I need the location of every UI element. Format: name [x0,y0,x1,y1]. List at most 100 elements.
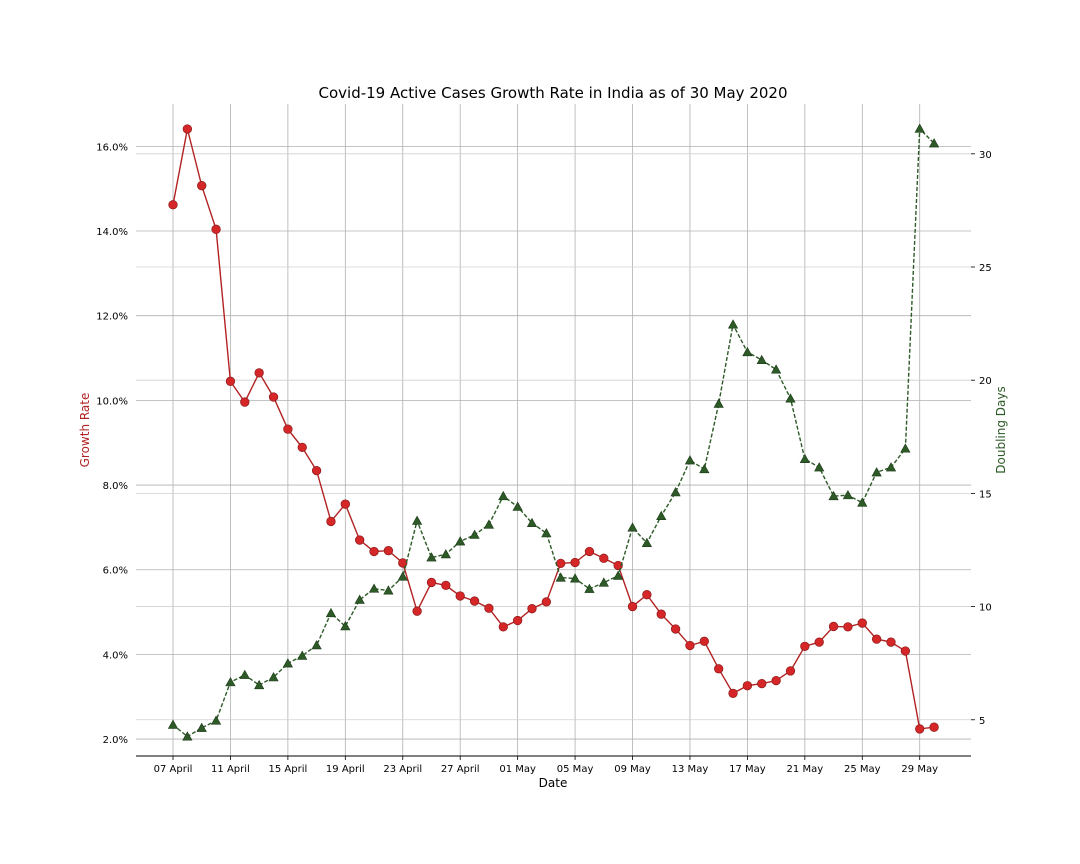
growth-rate-point [871,634,882,644]
doubling-days-point [498,490,509,501]
y-right-tick-label: 5 [979,716,985,727]
doubling-days-point [239,669,250,679]
doubling-days-point [182,731,193,741]
doubling-days-point [828,490,839,501]
doubling-days-point [771,364,782,374]
doubling-days-point [483,519,495,529]
growth-rate-point [369,546,379,557]
doubling-days-point [814,462,825,472]
y-left-tick-label: 2.0% [103,735,128,746]
growth-rate-point [211,224,221,234]
growth-rate-point [426,577,437,588]
growth-rate-point [656,609,666,619]
y-left-tick-label: 4.0% [103,650,128,661]
doubling-days-point [210,715,222,725]
doubling-days-point [426,552,437,562]
x-tick-label: 23 April [383,764,422,775]
growth-rate-point [383,546,394,556]
doubling-days-point [311,640,322,650]
x-tick-label: 11 April [211,764,250,775]
x-tick-label: 25 May [844,764,881,775]
doubling-days-point [914,123,925,133]
x-tick-label: 17 May [729,764,766,775]
growth-rate-point [584,546,595,557]
doubling-days-point [885,462,897,472]
doubling-days-point [857,497,868,507]
doubling-days-point [598,577,609,587]
growth-rate-point [929,722,939,732]
growth-rate-point [484,603,494,613]
growth-rate-point [254,368,264,378]
y-right-tick-label: 20 [979,376,992,387]
growth-rate-point [197,181,207,191]
growth-rate-point [355,535,365,545]
growth-rate-point [857,618,867,628]
doubling-days-point [900,443,911,453]
growth-rate-point [498,622,508,632]
x-tick-label: 13 May [672,764,709,775]
doubling-days-point [340,621,351,631]
growth-rate-point [828,621,839,632]
x-tick-label: 15 April [268,764,307,775]
growth-rate-point [843,622,853,632]
growth-rate-point [412,606,422,616]
growth-rate-point [742,681,753,691]
y-left-tick-label: 10.0% [96,396,128,407]
chart-title: Covid-19 Active Cases Growth Rate in Ind… [319,84,788,102]
doubling-days-point [842,489,854,500]
growth-rate-point [469,596,480,606]
doubling-days-point [368,583,380,593]
doubling-days-point [397,571,408,581]
growth-rate-point [599,553,609,563]
y-left-tick-label: 12.0% [96,312,128,323]
x-tick-label: 19 April [326,764,365,775]
growth-rate-point [570,557,580,568]
y-left-tick-label: 14.0% [96,227,128,238]
doubling-days-point [354,594,365,604]
y-left-tick-label: 6.0% [103,566,128,577]
x-tick-label: 01 May [499,764,536,775]
growth-rate-point [225,376,236,386]
doubling-days-point [699,463,710,474]
growth-rate-point [714,664,724,674]
growth-rate-point [182,124,193,134]
doubling-days-point [756,354,767,365]
growth-rate-point [800,641,810,651]
doubling-days-point [785,393,796,403]
doubling-days-point [656,510,667,521]
doubling-days-point [297,650,308,660]
series-layer [167,123,940,741]
x-tick-label: 05 May [557,764,594,775]
doubling-days-point [928,138,940,148]
growth-rate-point [297,442,307,453]
doubling-days-point [469,529,480,539]
doubling-days-point [282,658,293,668]
doubling-days-point [799,453,810,463]
growth-rate-point [311,465,322,476]
x-tick-label: 21 May [787,764,824,775]
doubling-days-point [670,487,681,497]
doubling-days-point [455,536,466,546]
y-left-tick-label: 8.0% [103,481,128,492]
right-axis-label: Doubling Days [994,386,1008,473]
growth-rate-point [900,646,911,656]
doubling-days-point [584,583,595,593]
y-right-tick-label: 10 [979,603,992,614]
y-right-tick-label: 15 [979,489,992,500]
doubling-days-point [412,515,423,525]
grid-lines [136,104,971,756]
growth-rate-point [240,397,250,407]
doubling-days-point [742,346,753,357]
x-axis-label: Date [539,776,568,790]
growth-rate-point [168,200,178,210]
growth-rate-point [512,615,523,626]
growth-rate-point [685,640,695,651]
left-axis-label: Growth Rate [78,393,92,468]
doubling-days-point [196,722,207,732]
doubling-days-point [512,501,523,511]
doubling-days-point [713,398,724,408]
growth-rate-point [398,558,408,568]
growth-rate-point [886,637,896,647]
growth-rate-point [441,580,451,591]
